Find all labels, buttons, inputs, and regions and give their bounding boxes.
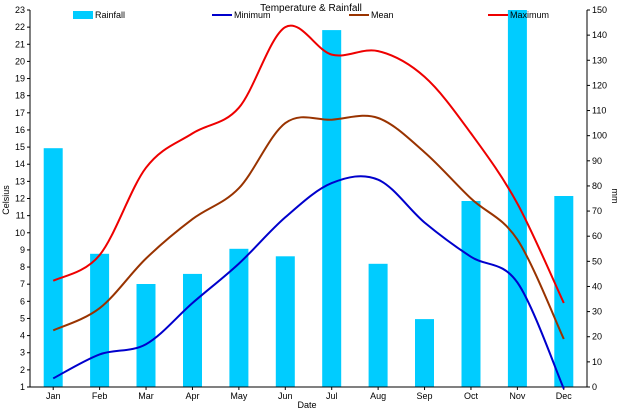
right-tick-label: 20 [592,332,602,342]
line-minimum [52,175,565,390]
left-tick-label: 3 [20,348,25,358]
x-tick-label: Nov [509,391,526,401]
x-tick-label: Apr [185,391,199,401]
left-tick-label: 16 [15,125,25,135]
right-tick-label: 120 [592,80,607,90]
x-tick-label: Jan [46,391,61,401]
line-maximum [52,24,565,304]
bar-rainfall-sep [415,319,434,387]
right-tick-label: 110 [592,106,606,116]
bar-rainfall-may [229,248,249,387]
left-tick-label: 15 [15,142,25,152]
y-axis-label-right: mm [610,189,620,204]
bar-rainfall-mar [136,284,156,387]
legend-swatch-rainfall [73,11,93,19]
left-tick-label: 7 [20,279,25,289]
x-tick-label: Aug [370,391,386,401]
bar-rainfall-dec [554,196,574,387]
x-tick-label: Mar [138,391,154,401]
line-mean [52,114,565,340]
bar-rainfall-jan [43,148,63,387]
x-axis-label: Date [297,400,316,410]
left-tick-label: 18 [15,91,25,101]
left-tick-label: 21 [15,39,25,49]
left-tick-label: 4 [20,331,25,341]
chart-title: Temperature & Rainfall [260,3,362,14]
right-tick-label: 80 [592,181,602,191]
right-tick-label: 150 [592,5,607,15]
left-tick-label: 10 [15,228,25,238]
legend-label-rainfall: Rainfall [95,10,125,20]
right-tick-label: 100 [592,131,607,141]
left-tick-label: 13 [15,176,25,186]
left-tick-label: 8 [20,262,25,272]
legend-label-maximum: Maximum [510,10,549,20]
right-tick-label: 30 [592,307,602,317]
right-tick-label: 10 [592,357,602,367]
left-tick-label: 5 [20,313,25,323]
left-tick-label: 17 [15,108,25,118]
bar-rainfall-apr [183,273,202,387]
right-tick-label: 90 [592,156,602,166]
bar-rainfall-nov [507,10,527,387]
bar-rainfall-feb [90,253,110,387]
right-tick-label: 70 [592,206,602,216]
legend-label-minimum: Minimum [234,10,271,20]
bar-rainfall-aug [368,263,388,387]
right-tick-label: 50 [592,256,602,266]
x-tick-label: Feb [92,391,108,401]
bar-rainfall-oct [461,201,481,387]
x-tick-label: Jun [278,391,293,401]
right-tick-label: 130 [592,55,607,65]
x-tick-label: May [230,391,248,401]
legend-label-mean: Mean [371,10,394,20]
x-tick-label: Oct [464,391,479,401]
y-axis-label-left: Celsius [1,185,11,215]
left-tick-label: 1 [20,382,25,392]
left-tick-label: 6 [20,296,25,306]
right-tick-label: 60 [592,231,602,241]
x-tick-label: Sep [417,391,433,401]
left-tick-label: 2 [20,365,25,375]
bar-rainfall-jul [322,30,342,387]
x-tick-label: Dec [556,391,573,401]
left-tick-label: 22 [15,22,25,32]
right-tick-label: 0 [592,382,597,392]
left-tick-label: 12 [15,194,25,204]
right-tick-label: 140 [592,30,607,40]
left-tick-label: 19 [15,74,25,84]
left-tick-label: 23 [15,5,25,15]
left-tick-label: 20 [15,56,25,66]
bar-rainfall-jun [275,256,295,387]
left-tick-label: 9 [20,245,25,255]
right-tick-label: 40 [592,281,602,291]
left-tick-label: 14 [15,159,25,169]
x-tick-label: Jul [326,391,338,401]
left-tick-label: 11 [16,211,25,221]
